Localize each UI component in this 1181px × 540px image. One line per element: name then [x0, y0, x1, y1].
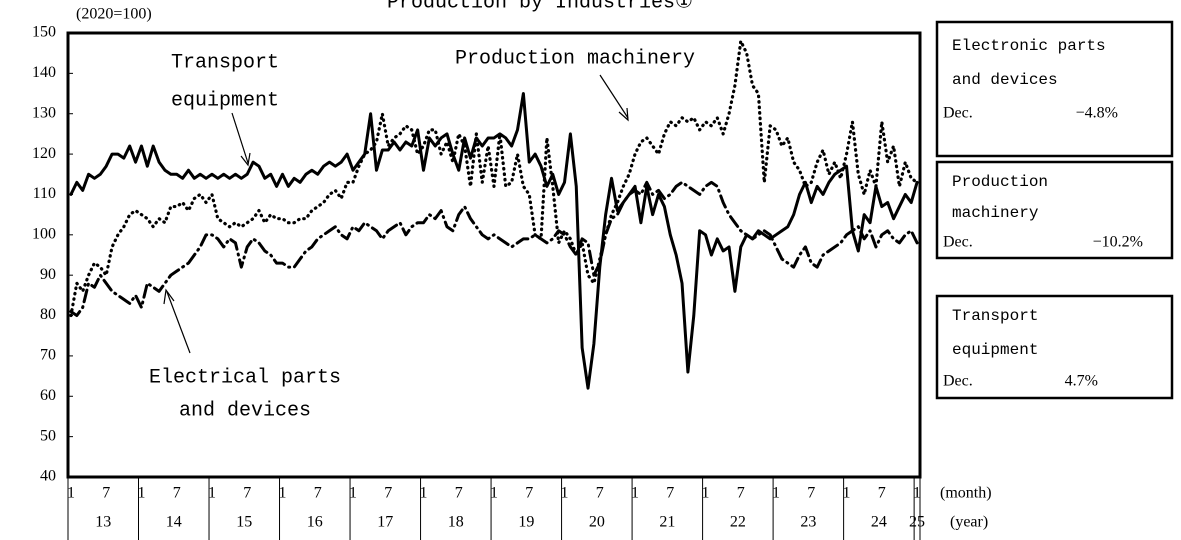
- y-tick-label: 110: [33, 185, 56, 202]
- x-tick-label: 1: [843, 485, 851, 502]
- box-text: machinery: [952, 204, 1039, 222]
- year-label: 23: [800, 514, 816, 531]
- annotation: equipment: [171, 89, 279, 112]
- x-tick-label: 1: [278, 485, 286, 502]
- y-tick-label: 130: [32, 104, 56, 121]
- year-label: 21: [659, 514, 675, 531]
- box-change: −4.8%: [1076, 105, 1118, 122]
- annotation: Production machinery: [455, 47, 695, 70]
- x-axis-label-month: (month): [940, 485, 992, 502]
- x-tick-label: 1: [349, 485, 357, 502]
- x-tick-label: 7: [737, 485, 745, 502]
- box-change: 4.7%: [1065, 373, 1098, 390]
- side-box: Production machinery Dec. −10.2%: [935, 160, 1174, 260]
- year-label: 16: [307, 514, 323, 531]
- y-tick-label: 40: [40, 468, 56, 485]
- year-label: 19: [518, 514, 534, 531]
- x-tick-label: 1: [208, 485, 216, 502]
- box-frame: [935, 20, 1174, 158]
- arrow-head: [240, 152, 251, 167]
- box-text: Transport: [952, 307, 1038, 325]
- year-label: 14: [166, 514, 182, 531]
- x-tick-label: 7: [455, 485, 463, 502]
- y-tick-label: 120: [32, 145, 56, 162]
- x-tick-label: 1: [137, 485, 145, 502]
- x-tick-label: 1: [772, 485, 780, 502]
- series-line: [69, 39, 919, 318]
- year-label: 13: [95, 514, 111, 531]
- year-label: 25: [909, 514, 925, 531]
- year-label: 15: [236, 514, 252, 531]
- x-tick-label: 7: [102, 485, 110, 502]
- annotation: and devices: [179, 399, 311, 422]
- year-label: 18: [448, 514, 464, 531]
- x-tick-label: 1: [67, 485, 75, 502]
- y-tick-label: 140: [32, 64, 56, 81]
- y-tick-label: 100: [32, 225, 56, 242]
- arrow-head: [618, 107, 629, 122]
- box-frame: [935, 160, 1174, 260]
- x-tick-label: 1: [702, 485, 710, 502]
- box-change: −10.2%: [1093, 234, 1143, 251]
- year-label: 24: [871, 514, 887, 531]
- y-tick-label: 70: [40, 347, 56, 364]
- x-tick-label: 1: [913, 485, 921, 502]
- y-tick-label: 90: [40, 266, 56, 283]
- box-period: Dec.: [943, 373, 973, 390]
- y-tick-label: 80: [40, 306, 56, 323]
- arrow: [599, 74, 629, 119]
- box-period: Dec.: [943, 105, 973, 122]
- x-tick-label: 7: [807, 485, 815, 502]
- annotation: Electrical parts: [149, 366, 341, 389]
- x-tick-label: 7: [878, 485, 886, 502]
- y-tick-label: 60: [40, 387, 56, 404]
- box-text: Electronic parts: [952, 37, 1106, 55]
- series-line: [69, 180, 919, 318]
- year-label: 20: [589, 514, 605, 531]
- box-period: Dec.: [943, 234, 973, 251]
- series-line: [69, 92, 919, 390]
- x-tick-label: 7: [314, 485, 322, 502]
- unit-label: (2020=100): [76, 6, 152, 23]
- arrow: [231, 112, 249, 164]
- box-text: equipment: [952, 341, 1038, 359]
- x-tick-label: 7: [596, 485, 604, 502]
- box-frame: [935, 294, 1174, 400]
- x-tick-label: 1: [419, 485, 427, 502]
- chart-title: Production by Industries①: [387, 0, 693, 14]
- annotations: Transport equipment Production machinery…: [149, 47, 695, 422]
- side-box: Transport equipment Dec. 4.7%: [935, 294, 1174, 400]
- x-tick-label: 1: [631, 485, 639, 502]
- y-tick-label: 50: [40, 427, 56, 444]
- x-tick-label: 1: [561, 485, 569, 502]
- annotation: Transport: [171, 51, 279, 74]
- box-text: Production: [952, 173, 1048, 191]
- x-tick-label: 7: [384, 485, 392, 502]
- x-tick-label: 7: [173, 485, 181, 502]
- x-tick-label: 7: [525, 485, 533, 502]
- x-tick-label: 7: [666, 485, 674, 502]
- x-tick-label: 1: [490, 485, 498, 502]
- plot-frame: [66, 31, 922, 479]
- year-label: 22: [730, 514, 746, 531]
- arrow-head: [163, 288, 175, 305]
- y-tick-label: 150: [32, 24, 56, 41]
- year-label: 17: [377, 514, 393, 531]
- x-tick-label: 7: [243, 485, 251, 502]
- box-text: and devices: [952, 71, 1058, 89]
- arrow: [166, 291, 191, 354]
- x-axis-label-year: (year): [950, 514, 988, 531]
- side-box: Electronic parts and devices Dec. −4.8%: [935, 20, 1174, 158]
